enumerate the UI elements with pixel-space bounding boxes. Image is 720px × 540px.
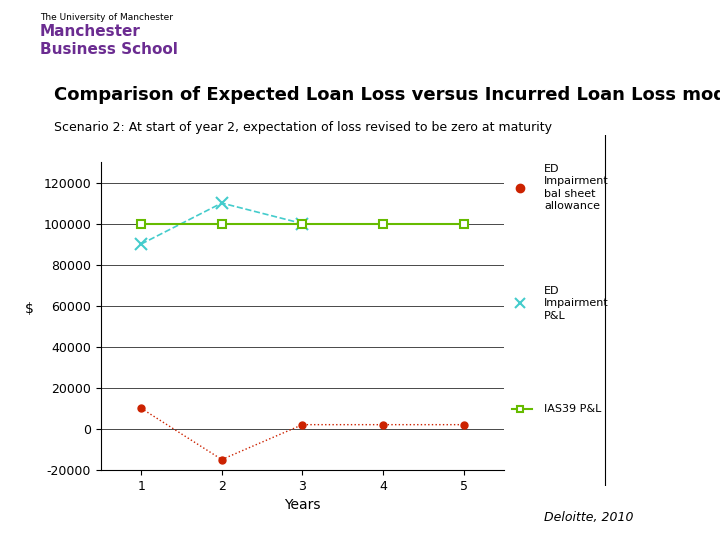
Text: IAS39 P&L: IAS39 P&L <box>544 404 602 414</box>
Text: Scenario 2: At start of year 2, expectation of loss revised to be zero at maturi: Scenario 2: At start of year 2, expectat… <box>54 122 552 134</box>
Text: ED
Impairment
bal sheet
allowance: ED Impairment bal sheet allowance <box>544 164 609 211</box>
Text: Manchester
Business School: Manchester Business School <box>40 24 177 57</box>
X-axis label: Years: Years <box>284 498 320 512</box>
Text: ED
Impairment
P&L: ED Impairment P&L <box>544 286 609 321</box>
Text: The University of Manchester: The University of Manchester <box>40 14 173 23</box>
Text: MANCHESTER
1824: MANCHESTER 1824 <box>4 294 26 375</box>
Text: Comparison of Expected Loan Loss versus Incurred Loan Loss models: Comparison of Expected Loan Loss versus … <box>54 86 720 104</box>
Y-axis label: $: $ <box>25 302 34 316</box>
Text: Deloitte, 2010: Deloitte, 2010 <box>544 511 634 524</box>
